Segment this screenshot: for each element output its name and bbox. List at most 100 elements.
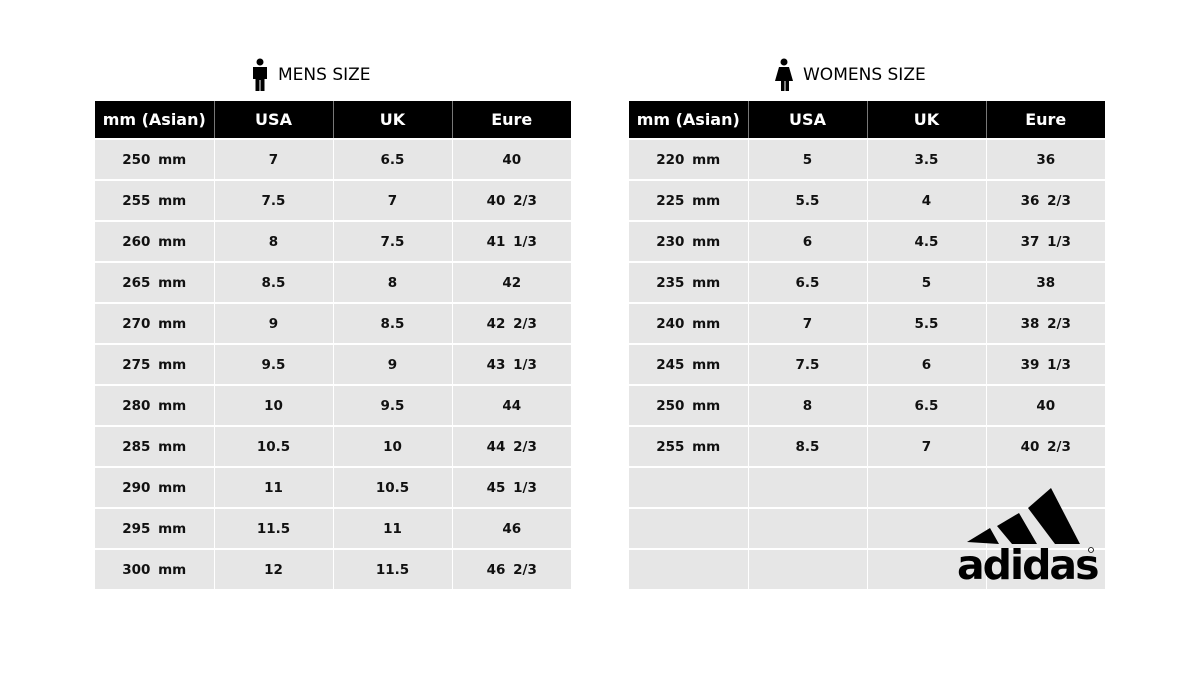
- table-cell: 9: [213, 302, 334, 344]
- table-cell: 220 mm: [629, 138, 749, 180]
- table-cell: 4.5: [866, 220, 987, 262]
- table-cell: 245 mm: [629, 343, 749, 385]
- table-cell: 8.5: [332, 302, 453, 344]
- table-cell: 42: [451, 261, 571, 303]
- table-cell: 38 2/3: [985, 302, 1105, 344]
- table-cell: 255 mm: [629, 425, 749, 467]
- table-cell: [866, 466, 987, 508]
- column-header: mm (Asian): [629, 101, 749, 139]
- table-cell: 7: [747, 302, 868, 344]
- table-row: 250 mm 8 6.5 40: [629, 384, 1105, 426]
- table-row: [629, 548, 1105, 589]
- mens-title-text: MENS SIZE: [278, 65, 371, 85]
- table-cell: [985, 548, 1105, 589]
- table-cell: 6: [747, 220, 868, 262]
- table-cell: 255 mm: [95, 179, 215, 221]
- table-cell: 7: [866, 425, 987, 467]
- table-cell: 40 2/3: [985, 425, 1105, 467]
- table-cell: [866, 507, 987, 549]
- table-cell: 11.5: [332, 548, 453, 589]
- table-cell: 43 1/3: [451, 343, 571, 385]
- table-cell: 6: [866, 343, 987, 385]
- table-row: 250 mm 7 6.5 40: [95, 138, 571, 180]
- womens-title: WOMENS SIZE: [773, 58, 926, 91]
- table-cell: 7: [332, 179, 453, 221]
- table-cell: 285 mm: [95, 425, 215, 467]
- table-cell: 240 mm: [629, 302, 749, 344]
- table-cell: 40: [985, 384, 1105, 426]
- table-cell: 3.5: [866, 138, 987, 180]
- table-cell: 230 mm: [629, 220, 749, 262]
- table-cell: 6.5: [866, 384, 987, 426]
- table-cell: [747, 548, 868, 589]
- mens-size-table: mm (Asian) USA UK Eure 250 mm 7 6.5 40 255 mm 7.5…: [95, 101, 571, 589]
- table-cell: 8: [332, 261, 453, 303]
- header-row: mm (Asian) USA UK Eure: [629, 101, 1105, 139]
- column-header: Eure: [986, 101, 1105, 139]
- table-row: 260 mm 8 7.5 41 1/3: [95, 220, 571, 262]
- table-cell: 36 2/3: [985, 179, 1105, 221]
- table-row: 280 mm 10 9.5 44: [95, 384, 571, 426]
- table-cell: 235 mm: [629, 261, 749, 303]
- table-row: 255 mm 8.5 7 40 2/3: [629, 425, 1105, 467]
- column-header: USA: [748, 101, 868, 139]
- mens-title: MENS SIZE: [250, 58, 371, 91]
- table-row: 265 mm 8.5 8 42: [95, 261, 571, 303]
- table-row: 220 mm 5 3.5 36: [629, 138, 1105, 180]
- table-cell: 290 mm: [95, 466, 215, 508]
- table-cell: 46 2/3: [451, 548, 571, 589]
- table-row: 275 mm 9.5 9 43 1/3: [95, 343, 571, 385]
- table-cell: 39 1/3: [985, 343, 1105, 385]
- table-cell: [866, 548, 987, 589]
- table-row: 230 mm 6 4.5 37 1/3: [629, 220, 1105, 262]
- table-cell: 7: [213, 138, 334, 180]
- table-cell: 7.5: [213, 179, 334, 221]
- table-cell: 44: [451, 384, 571, 426]
- table-cell: 280 mm: [95, 384, 215, 426]
- table-cell: 250 mm: [629, 384, 749, 426]
- table-cell: 36: [985, 138, 1105, 180]
- svg-text:adidas: adidas: [957, 541, 1098, 584]
- table-cell: 260 mm: [95, 220, 215, 262]
- table-cell: 37 1/3: [985, 220, 1105, 262]
- table-cell: 5: [866, 261, 987, 303]
- table-row: 240 mm 7 5.5 38 2/3: [629, 302, 1105, 344]
- table-cell: 5.5: [866, 302, 987, 344]
- table-cell: 38: [985, 261, 1105, 303]
- adidas-logo: adidas: [957, 488, 1100, 584]
- table-cell: [629, 548, 749, 589]
- table-cell: [747, 466, 868, 508]
- column-header: UK: [333, 101, 453, 139]
- table-cell: 5.5: [747, 179, 868, 221]
- table-cell: [629, 507, 749, 549]
- table-cell: 4: [866, 179, 987, 221]
- table-cell: 40: [451, 138, 571, 180]
- table-cell: 9.5: [213, 343, 334, 385]
- table-cell: 225 mm: [629, 179, 749, 221]
- table-row: [629, 466, 1105, 508]
- table-cell: 250 mm: [95, 138, 215, 180]
- table-cell: 7.5: [332, 220, 453, 262]
- table-row: 285 mm 10.5 10 44 2/3: [95, 425, 571, 467]
- table-cell: 9: [332, 343, 453, 385]
- table-cell: 9.5: [332, 384, 453, 426]
- table-row: 225 mm 5.5 4 36 2/3: [629, 179, 1105, 221]
- table-cell: 265 mm: [95, 261, 215, 303]
- header-row: mm (Asian) USA UK Eure: [95, 101, 571, 139]
- table-cell: 41 1/3: [451, 220, 571, 262]
- table-row: 290 mm 11 10.5 45 1/3: [95, 466, 571, 508]
- table-cell: 8: [213, 220, 334, 262]
- table-cell: 300 mm: [95, 548, 215, 589]
- table-row: 255 mm 7.5 7 40 2/3: [95, 179, 571, 221]
- table-cell: 12: [213, 548, 334, 589]
- table-row: 270 mm 9 8.5 42 2/3: [95, 302, 571, 344]
- womens-size-table: mm (Asian) USA UK Eure 220 mm 5 3.5 36 225 mm 5.5…: [629, 101, 1105, 589]
- table-cell: [747, 507, 868, 549]
- table-cell: 10: [332, 425, 453, 467]
- table-cell: 11.5: [213, 507, 334, 549]
- woman-icon: [775, 58, 793, 91]
- column-header: Eure: [452, 101, 571, 139]
- table-cell: 42 2/3: [451, 302, 571, 344]
- column-header: USA: [214, 101, 334, 139]
- table-cell: 8: [747, 384, 868, 426]
